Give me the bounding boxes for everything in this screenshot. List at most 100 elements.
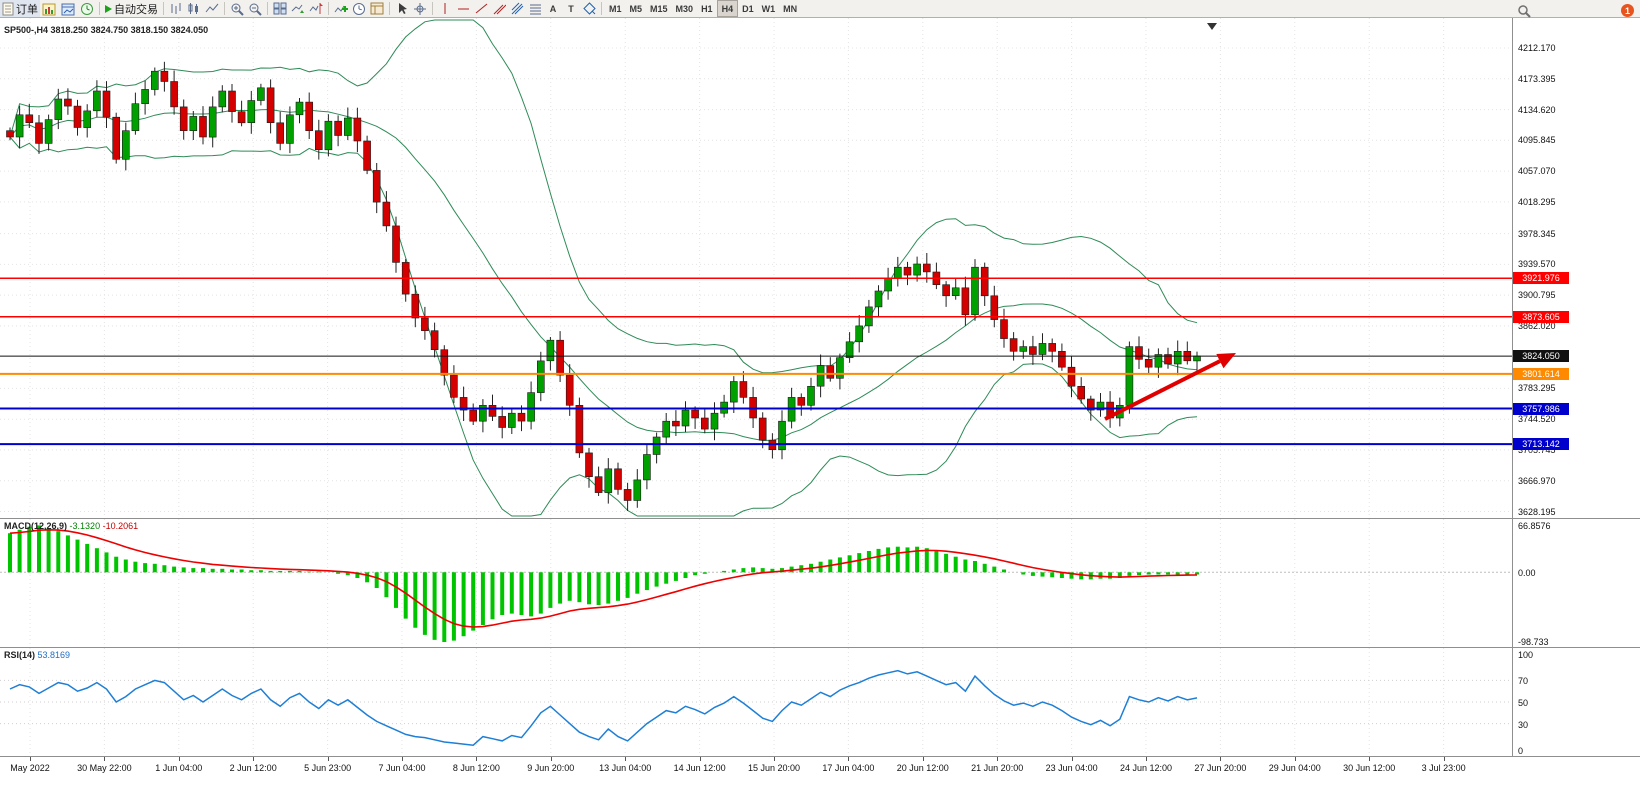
toolbar-separator — [601, 2, 602, 15]
candle — [700, 417, 709, 430]
candle — [44, 119, 53, 144]
candle — [1096, 401, 1105, 411]
candle — [691, 409, 699, 419]
trendline-tool-button[interactable] — [472, 0, 490, 17]
text-tool-button[interactable]: A — [544, 0, 562, 17]
macd-indicator-label: MACD(12,26,9) -3.1320 -10.2061 — [4, 521, 138, 531]
candle — [1077, 385, 1085, 400]
panel-divider[interactable] — [0, 518, 1640, 519]
macd-panel-canvas[interactable] — [0, 519, 1512, 647]
candle — [179, 106, 188, 132]
notification-badge[interactable]: 1 — [1621, 4, 1634, 17]
price-axis-label: 3744.520 — [1518, 414, 1556, 425]
new-chart-button[interactable] — [40, 0, 59, 17]
channel-tool-button[interactable] — [490, 0, 508, 17]
shapes-tool-button[interactable] — [580, 0, 598, 17]
candle — [575, 404, 584, 454]
auto-scroll-button[interactable] — [289, 0, 307, 17]
indicators-button[interactable] — [332, 0, 350, 17]
line-chart-mode-button[interactable] — [203, 0, 221, 17]
new-order-label: 订单 — [16, 3, 38, 16]
candle — [681, 409, 690, 427]
chart-shift-button[interactable] — [307, 0, 325, 17]
cursor-tool-button[interactable] — [393, 0, 411, 17]
time-axis-label: 20 Jun 12:00 — [896, 763, 949, 773]
fibonacci-tool-button[interactable] — [526, 0, 544, 17]
label-tool-button[interactable]: T — [562, 0, 580, 17]
candle — [903, 266, 912, 276]
zoom-in-button[interactable] — [228, 0, 246, 17]
candle — [421, 317, 429, 331]
macd-scale-max: 66.8576 — [1518, 520, 1551, 531]
rsi-scale-label: 0 — [1518, 746, 1524, 756]
line-chart-icon — [205, 3, 219, 13]
rsi-panel-canvas[interactable] — [0, 648, 1512, 756]
bar-chart-icon — [171, 3, 181, 14]
horizontal-line-tool-button[interactable] — [454, 0, 472, 17]
timeframe-h4-button[interactable]: H4 — [716, 0, 739, 17]
timeframe-m1-button[interactable]: M1 — [609, 3, 622, 14]
candle — [498, 416, 507, 428]
panel-divider[interactable] — [0, 647, 1640, 648]
candle — [83, 110, 91, 128]
price-axis-label: 3666.970 — [1518, 475, 1556, 486]
vertical-line-tool-button[interactable] — [436, 0, 454, 17]
zoom-out-button[interactable] — [246, 0, 264, 17]
periods-button[interactable] — [350, 0, 368, 17]
timeframe-mn-button[interactable]: MN — [783, 3, 798, 14]
candle — [257, 87, 265, 101]
templates-button[interactable] — [368, 0, 386, 17]
timeframe-d1-button[interactable]: D1 — [742, 3, 754, 14]
candle — [855, 325, 864, 343]
candle — [990, 295, 999, 320]
candle — [102, 90, 111, 118]
candle — [35, 122, 43, 144]
bar-chart-mode-button[interactable] — [167, 0, 185, 17]
time-axis-label: 13 Jun 04:00 — [599, 763, 652, 773]
time-axis-label: 30 Jun 12:00 — [1343, 763, 1396, 773]
price-level-badge: 3801.614 — [1513, 367, 1569, 380]
main-toolbar: 订单 自动交易 — [0, 0, 1640, 18]
tile-windows-button[interactable] — [271, 0, 289, 17]
candle — [479, 404, 487, 422]
timeframe-m5-button[interactable]: M5 — [629, 3, 643, 14]
timeframe-h1-button[interactable]: H1 — [701, 3, 713, 14]
candle — [652, 436, 661, 455]
candlestick-mode-button[interactable] — [185, 0, 203, 17]
price-axis-label: 3978.345 — [1518, 228, 1556, 239]
time-tick — [625, 757, 627, 761]
toolbar-right-group: 1 — [1515, 2, 1634, 19]
candle — [131, 103, 140, 131]
time-tick — [997, 757, 999, 761]
autotrading-button[interactable]: 自动交易 — [103, 0, 160, 17]
new-chart-icon — [42, 3, 56, 15]
timeframe-m15-button[interactable]: M15 — [650, 3, 668, 14]
new-order-button[interactable]: 订单 — [0, 0, 40, 17]
crosshair-tool-button[interactable] — [411, 0, 429, 17]
candle — [1019, 346, 1028, 352]
candle — [1164, 354, 1172, 365]
candle — [6, 130, 14, 138]
search-button[interactable] — [1515, 2, 1533, 19]
profiles-button[interactable] — [59, 0, 78, 17]
candle — [324, 120, 333, 151]
time-axis-label: 7 Jun 04:00 — [378, 763, 426, 773]
trend-arrow-head — [1216, 353, 1236, 369]
candle — [922, 263, 931, 273]
candle — [585, 452, 593, 477]
price-axis-label: 4057.070 — [1518, 166, 1556, 177]
candle — [392, 225, 400, 263]
candle — [25, 114, 34, 124]
price-scale[interactable]: 4212.170 4173.395 4134.620 4095.845 4057.070… — [1513, 0, 1640, 810]
time-axis[interactable]: May 2022 30 May 22:00 1 Jun 04:00 2 Jun 12:… — [0, 757, 1512, 779]
notification-count: 1 — [1624, 5, 1630, 16]
periods-clock-icon — [353, 2, 365, 15]
main-chart-canvas[interactable] — [0, 18, 1512, 518]
candle — [913, 263, 921, 276]
pitchfork-tool-button[interactable] — [508, 0, 526, 17]
market-watch-button[interactable] — [78, 0, 96, 17]
macd-scale-zero: 0.00 — [1518, 568, 1536, 579]
time-tick — [30, 757, 31, 761]
timeframe-m30-button[interactable]: M30 — [675, 3, 694, 14]
timeframe-w1-button[interactable]: W1 — [761, 3, 776, 14]
